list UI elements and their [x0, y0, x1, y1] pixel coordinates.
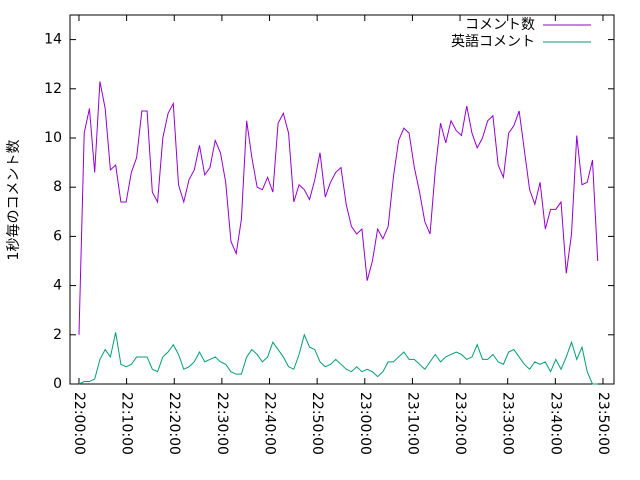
- x-tick-label: 23:50:00: [595, 392, 611, 455]
- x-tick-label: 23:30:00: [500, 392, 516, 455]
- y-tick-label: 12: [44, 81, 62, 97]
- y-tick-label: 10: [44, 130, 62, 146]
- x-tick-label: 22:30:00: [214, 392, 230, 455]
- x-tick-label: 22:20:00: [166, 392, 182, 455]
- y-tick-label: 4: [53, 278, 62, 294]
- x-tick-label: 23:20:00: [452, 392, 468, 455]
- legend-label: コメント数: [465, 17, 535, 33]
- series-line: [78, 332, 598, 385]
- legend-label: 英語コメント: [451, 33, 535, 50]
- x-tick-label: 23:00:00: [357, 392, 373, 455]
- y-tick-label: 6: [53, 228, 62, 244]
- plot-frame: [69, 14, 615, 385]
- x-tick-label: 22:50:00: [309, 392, 325, 455]
- y-axis-label: 1秒毎のコメント数: [6, 140, 22, 261]
- y-tick-label: 0: [53, 376, 62, 392]
- y-tick-label: 8: [53, 179, 62, 195]
- series-line: [78, 81, 599, 335]
- x-tick-label: 22:40:00: [262, 392, 278, 455]
- x-tick-label: 23:10:00: [404, 392, 420, 455]
- x-tick-label: 22:10:00: [119, 392, 135, 455]
- y-tick-label: 2: [53, 327, 62, 343]
- x-tick-label: 23:40:00: [547, 392, 563, 455]
- x-tick-label: 22:00:00: [71, 392, 87, 455]
- y-tick-label: 14: [44, 32, 62, 48]
